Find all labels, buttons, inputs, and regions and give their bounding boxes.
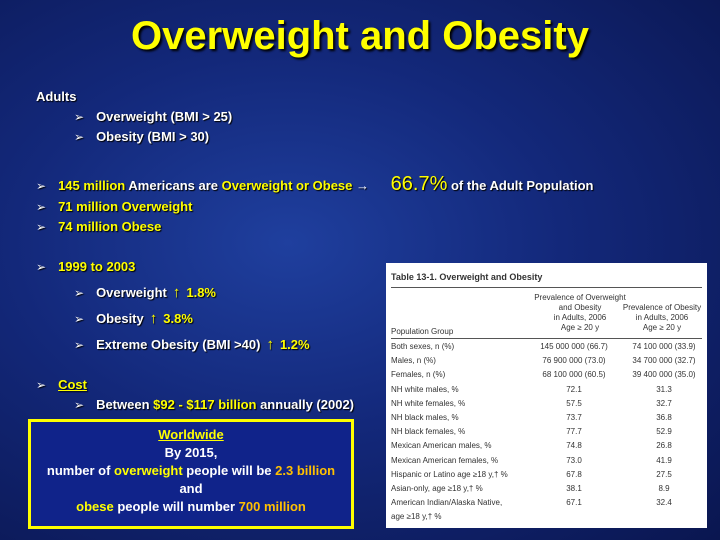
stat-line-total: ➢ 145 million Americans are Overweight or… (36, 173, 594, 195)
table-cell: 26.8 (656, 441, 672, 451)
table-row-label: American Indian/Alaska Native, (391, 498, 503, 508)
worldwide-line-1: By 2015, (164, 445, 218, 460)
table-cell: 38.1 (566, 484, 582, 493)
table-cell: 27.5 (656, 469, 672, 479)
table-cell: 74.8 (566, 441, 582, 451)
bullet-arrow-icon: ➢ (74, 110, 85, 124)
table-cell: 8.9 (658, 484, 670, 493)
table-row: Asian-only, age ≥18 y,† % 38.1 8.9 (391, 484, 702, 495)
table-cell: 67.8 (566, 469, 582, 479)
bullet-arrow-icon: ➢ (74, 338, 85, 352)
table-col-header-overweight: Prevalence of Overweight and Obesity in … (534, 293, 626, 332)
stat-line-overweight: ➢ 71 million Overweight (36, 199, 193, 214)
table-row: Mexican American males, % 74.8 26.8 (391, 441, 702, 452)
up-arrow-icon: ↑ (266, 336, 274, 353)
table-cell: 74 100 000 (33.9) (632, 342, 696, 351)
right-arrow-icon: → (356, 178, 370, 193)
table-cell: 73.0 (566, 455, 582, 465)
adults-item-overweight: ➢ Overweight (BMI > 25) (74, 109, 233, 124)
table-cell: 32.4 (656, 498, 672, 508)
table-cell: 32.7 (656, 398, 672, 408)
bullet-arrow-icon: ➢ (36, 378, 47, 392)
up-arrow-icon: ↑ (172, 284, 181, 301)
table-cell: 52.9 (656, 427, 672, 437)
trend-heading: ➢ 1999 to 2003 (36, 259, 136, 274)
worldwide-line-2: number of overweight people will be 2.3 … (46, 463, 336, 478)
table-group-label: Population Group (391, 327, 454, 336)
adults-heading: Adults (36, 89, 77, 104)
table-row: NH white females, % 57.5 32.7 (391, 399, 702, 410)
worldwide-heading: Worldwide (158, 427, 224, 442)
table-cell: 34 700 000 (32.7) (632, 356, 696, 366)
worldwide-callout: Worldwide By 2015, number of overweight … (28, 419, 354, 529)
table-row: NH black males, % 73.7 36.8 (391, 413, 702, 424)
slide-title: Overweight and Obesity (131, 14, 589, 58)
table-row-label: NH black females, % (391, 427, 466, 437)
table-row-label: age ≥18 y,† % (391, 512, 442, 522)
trend-item-overweight: ➢ Overweight ↑ 1.8% (74, 284, 216, 301)
table-cell: 31.3 (656, 384, 672, 394)
table-col-header-obesity: Prevalence of Obesity in Adults, 2006 Ag… (622, 303, 702, 332)
table-row-label: Males, n (%) (391, 356, 436, 366)
table-cell: 57.5 (566, 398, 582, 408)
table-row-label: Asian-only, age ≥18 y,† % (391, 484, 483, 493)
bullet-arrow-icon: ➢ (36, 220, 47, 234)
table-title: Table 13-1. Overweight and Obesity (391, 272, 543, 282)
table-row: Hispanic or Latino age ≥18 y,† % 67.8 27.5 (391, 470, 702, 481)
bullet-arrow-icon: ➢ (36, 200, 47, 214)
table-row: American Indian/Alaska Native, 67.1 32.4 (391, 498, 702, 509)
bullet-arrow-icon: ➢ (74, 398, 85, 412)
bullet-arrow-icon: ➢ (74, 130, 85, 144)
table-row-label: Mexican American males, % (391, 441, 492, 451)
table-cell: 77.7 (566, 427, 582, 437)
table-divider (391, 338, 702, 339)
table-row-label: NH black males, % (391, 413, 459, 422)
stat-line-obese: ➢ 74 million Obese (36, 219, 162, 234)
worldwide-line-4: obese people will number 700 million (76, 499, 306, 514)
table-row-label: NH white females, % (391, 398, 466, 408)
table-cell: 72.1 (566, 384, 582, 394)
table-row: Both sexes, n (%) 145 000 000 (66.7) 74 10… (391, 342, 702, 353)
table-row-label: Hispanic or Latino age ≥18 y,† % (391, 469, 508, 479)
cost-item: ➢ Between $92 - $117 billion annually (20… (74, 397, 355, 412)
table-cell: 67.1 (566, 498, 582, 508)
table-row: Males, n (%) 76 900 000 (73.0) 34 700 000 … (391, 356, 702, 367)
table-row-label: Mexican American females, % (391, 455, 499, 465)
table-row-label: NH white males, % (391, 384, 459, 394)
table-row: Mexican American females, % 73.0 41.9 (391, 456, 702, 467)
adults-item-obesity: ➢ Obesity (BMI > 30) (74, 129, 210, 144)
bullet-arrow-icon: ➢ (74, 312, 85, 326)
table-cell: 36.8 (656, 413, 672, 422)
bullet-arrow-icon: ➢ (74, 286, 85, 300)
table-cell: 41.9 (656, 455, 672, 465)
table-cell: 73.7 (566, 413, 582, 422)
up-arrow-icon: ↑ (149, 310, 158, 327)
table-cell: 76 900 000 (73.0) (542, 356, 606, 366)
table-row: Females, n (%) 68 100 000 (60.5) 39 400 00… (391, 370, 702, 381)
trend-item-obesity: ➢ Obesity ↑ 3.8% (74, 310, 193, 327)
trend-item-extreme: ➢ Extreme Obesity (BMI >40) ↑ 1.2% (74, 336, 310, 353)
table-cell: 39 400 000 (35.0) (632, 370, 696, 380)
table-row: NH white males, % 72.1 31.3 (391, 385, 702, 396)
bullet-arrow-icon: ➢ (36, 179, 47, 193)
percent-value: 66.7% (390, 173, 448, 195)
table-cell: 145 000 000 (66.7) (540, 342, 608, 351)
table-row: age ≥18 y,† % (391, 512, 702, 523)
bullet-arrow-icon: ➢ (36, 260, 47, 274)
cost-heading: ➢ Cost (36, 377, 87, 392)
table-cell: 68 100 000 (60.5) (542, 370, 606, 380)
table-row-label: Females, n (%) (391, 370, 446, 380)
worldwide-line-3: and (179, 481, 203, 496)
table-divider (391, 287, 702, 288)
table-row: NH black females, % 77.7 52.9 (391, 427, 702, 438)
prevalence-table-image: Table 13-1. Overweight and Obesity Preva… (386, 263, 707, 528)
table-row-label: Both sexes, n (%) (391, 342, 455, 351)
